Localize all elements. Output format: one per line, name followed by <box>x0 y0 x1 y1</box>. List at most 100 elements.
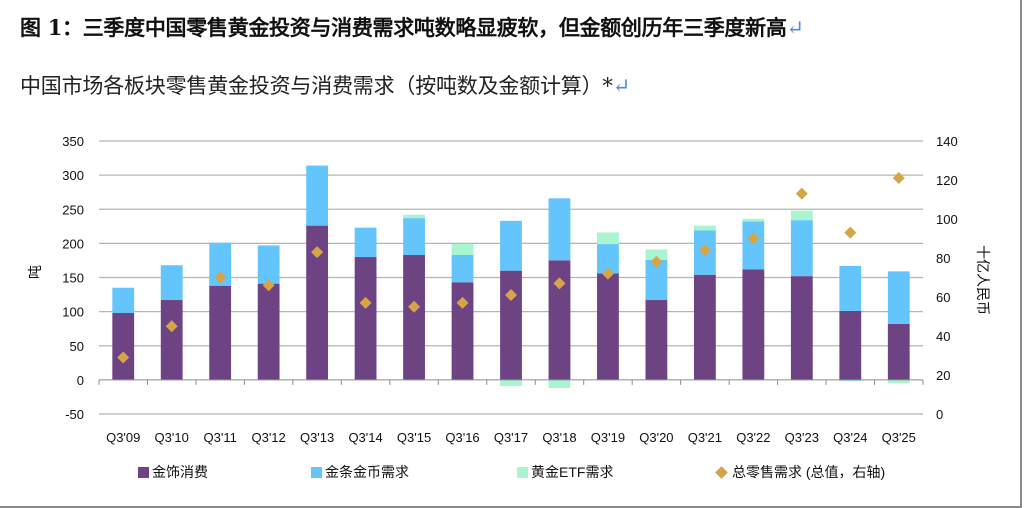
bar-segment-bar-coin <box>306 165 329 226</box>
y-tick-label-right: 20 <box>936 368 950 383</box>
x-tick-label: Q3'16 <box>445 430 479 445</box>
bar-segment-bar-coin <box>548 198 571 261</box>
bar-segment-etf <box>451 244 474 255</box>
bar-segment-bar-coin <box>887 271 910 324</box>
x-tick-label: Q3'09 <box>106 430 140 445</box>
bar-segment-jewellery <box>839 310 862 380</box>
y-tick-label-right: 80 <box>936 251 950 266</box>
x-tick-label: Q3'21 <box>688 430 722 445</box>
x-tick-label: Q3'25 <box>882 430 916 445</box>
legend-swatch-bar-coin <box>311 466 322 478</box>
x-tick-label: Q3'19 <box>591 430 625 445</box>
bar-segment-bar-coin <box>451 254 474 283</box>
bar-segment-etf <box>500 379 522 387</box>
bar-segment-jewellery <box>403 254 425 380</box>
x-tick-label: Q3'22 <box>736 430 770 445</box>
y-tick-label-left: 100 <box>62 305 84 320</box>
y-tick-label-left: 150 <box>62 271 84 286</box>
bar-segment-bar-coin <box>839 265 862 311</box>
bar-segment-jewellery <box>160 300 183 380</box>
y-tick-label-left: 250 <box>62 202 84 217</box>
bar-segment-etf <box>839 379 862 382</box>
bar-segment-etf <box>790 210 813 221</box>
y-tick-label-left: 350 <box>62 134 84 149</box>
total-demand-marker <box>650 255 663 268</box>
bar-segment-bar-coin <box>645 259 668 301</box>
bar-segment-bar-coin <box>500 220 522 271</box>
paragraph-mark-icon: ↵ <box>786 16 805 40</box>
y-tick-label-right: 120 <box>936 173 958 188</box>
total-demand-marker <box>117 351 130 364</box>
y-tick-label-left: -50 <box>65 407 84 422</box>
total-demand-marker <box>408 300 421 313</box>
legend-item-bar-coin: 金条金币需求 <box>311 462 409 482</box>
bar-segment-jewellery <box>112 312 135 380</box>
x-tick-label: Q3'13 <box>300 430 334 445</box>
y-tick-label-left: 200 <box>62 236 84 251</box>
y-tick-label-left: 300 <box>62 168 84 183</box>
bar-segment-jewellery <box>306 225 329 380</box>
y-axis-right-label: 十亿人民币 <box>975 245 991 315</box>
total-demand-marker <box>311 246 324 259</box>
bar-segment-etf <box>645 249 668 260</box>
chart-subtitle-text: 中国市场各板块零售黄金投资与消费需求（按吨数及金额计算）* <box>20 74 613 98</box>
bar-segment-jewellery <box>693 274 716 380</box>
bar-segment-jewellery <box>887 323 910 380</box>
legend-label-total: 总零售需求 (总值，右轴) <box>732 464 886 480</box>
total-demand-marker <box>359 296 372 309</box>
y-tick-label-right: 0 <box>936 407 943 422</box>
bar-segment-jewellery <box>790 276 813 380</box>
total-demand-marker <box>214 271 227 284</box>
bar-segment-jewellery <box>257 283 280 380</box>
bar-segment-jewellery <box>645 300 668 380</box>
total-demand-marker <box>795 187 808 200</box>
legend-swatch-etf <box>517 466 528 478</box>
bar-segment-jewellery <box>209 285 232 380</box>
bar-segment-etf <box>742 218 765 222</box>
bar-segment-jewellery <box>451 282 474 380</box>
total-demand-marker <box>844 226 857 239</box>
bar-segment-etf <box>597 232 619 245</box>
total-demand-marker <box>262 279 275 292</box>
x-tick-label: Q3'10 <box>155 430 189 445</box>
x-tick-label: Q3'23 <box>785 430 819 445</box>
legend-item-jewellery: 金饰消费 <box>138 462 208 482</box>
bar-segment-bar-coin <box>209 242 232 286</box>
x-tick-label: Q3'18 <box>542 430 576 445</box>
total-demand-marker <box>698 244 711 257</box>
bar-segment-bar-coin <box>112 287 135 313</box>
legend-label-bar-coin: 金条金币需求 <box>325 464 409 480</box>
y-tick-label-left: 50 <box>70 339 84 354</box>
legend-label-etf: 黄金ETF需求 <box>531 464 614 480</box>
bar-segment-bar-coin <box>790 220 813 277</box>
bar-segment-jewellery <box>597 273 619 380</box>
y-tick-label-right: 100 <box>936 212 958 227</box>
bar-segment-bar-coin <box>403 218 425 255</box>
bar-segment-jewellery <box>742 269 765 380</box>
y-tick-label-right: 60 <box>936 290 950 305</box>
bar-segment-jewellery <box>548 260 571 380</box>
legend-item-etf: 黄金ETF需求 <box>517 462 613 482</box>
bar-segment-bar-coin <box>160 265 183 301</box>
total-demand-marker <box>553 277 566 290</box>
x-tick-label: Q3'15 <box>397 430 431 445</box>
bar-segment-bar-coin <box>257 245 280 284</box>
x-tick-label: Q3'24 <box>833 430 867 445</box>
x-tick-label: Q3'12 <box>251 430 285 445</box>
bar-segment-etf <box>403 214 425 219</box>
y-tick-label-right: 140 <box>936 134 958 149</box>
legend-label-jewellery: 金饰消费 <box>152 464 208 480</box>
x-tick-label: Q3'11 <box>204 430 237 445</box>
x-tick-label: Q3'17 <box>494 430 528 445</box>
bar-segment-etf <box>887 379 910 384</box>
x-tick-label: Q3'20 <box>639 430 673 445</box>
y-tick-label-right: 40 <box>936 329 950 344</box>
legend-diamond-icon <box>715 465 728 479</box>
y-tick-label-left: 0 <box>77 373 84 388</box>
figure-title: 图 1：三季度中国零售黄金投资与消费需求吨数略显疲软，但金额创历年三季度新高↵ <box>20 12 804 42</box>
bar-segment-bar-coin <box>354 227 377 258</box>
bar-segment-etf <box>548 379 571 389</box>
total-demand-marker <box>456 296 469 309</box>
legend-swatch-jewellery <box>138 466 149 478</box>
